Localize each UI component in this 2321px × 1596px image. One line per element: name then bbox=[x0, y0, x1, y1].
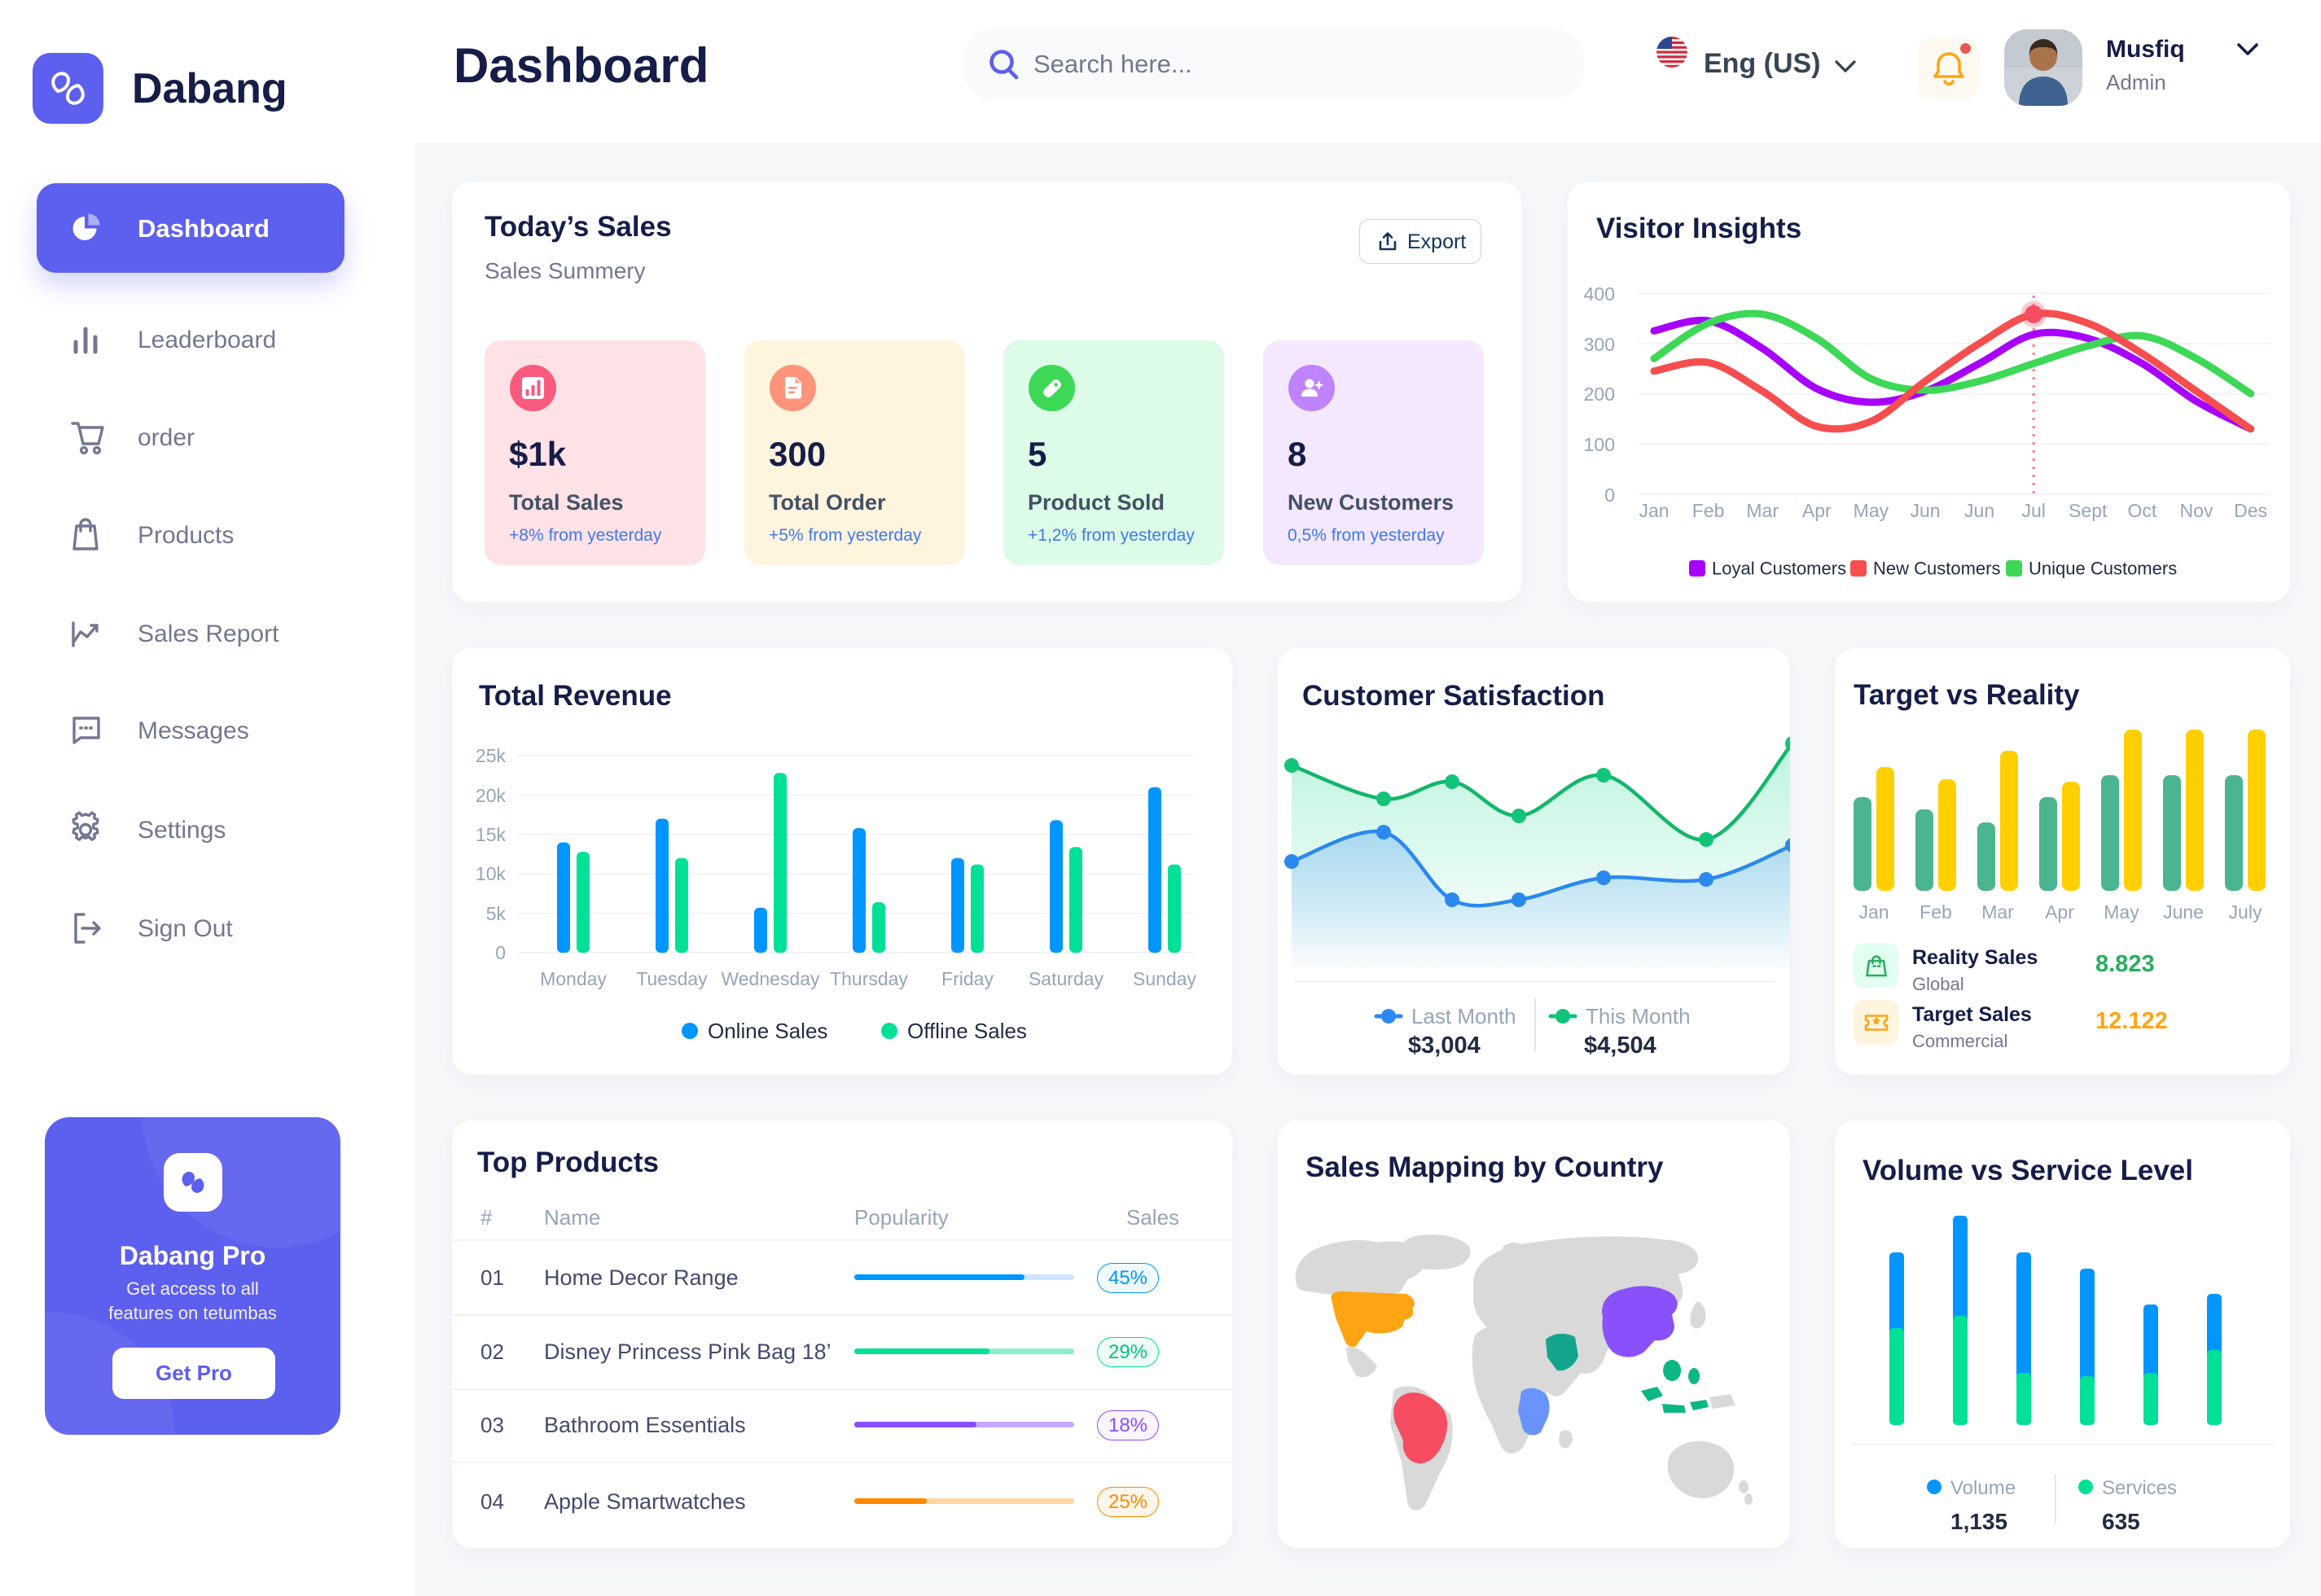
svg-text:Tuesday: Tuesday bbox=[636, 968, 708, 989]
svg-text:Oct: Oct bbox=[2128, 500, 2157, 521]
svg-text:300: 300 bbox=[1584, 334, 1615, 355]
svg-text:1,135: 1,135 bbox=[1950, 1509, 2007, 1534]
svg-text:Mar: Mar bbox=[1981, 901, 2014, 923]
svg-text:Jul: Jul bbox=[2021, 500, 2045, 521]
svg-text:15k: 15k bbox=[476, 824, 507, 845]
svg-text:Apr: Apr bbox=[2045, 901, 2074, 923]
svg-text:May: May bbox=[1854, 500, 1889, 521]
svg-text:Sunday: Sunday bbox=[1133, 968, 1197, 989]
svg-text:Mar: Mar bbox=[1746, 500, 1779, 521]
svg-text:Jun: Jun bbox=[1964, 500, 1994, 521]
svg-text:Wednesday: Wednesday bbox=[721, 968, 820, 989]
svg-text:Monday: Monday bbox=[540, 968, 607, 989]
svg-text:10k: 10k bbox=[476, 863, 507, 884]
svg-text:Des: Des bbox=[2234, 500, 2267, 521]
svg-text:20k: 20k bbox=[476, 785, 507, 806]
svg-text:Jan: Jan bbox=[1858, 901, 1889, 923]
svg-text:Volume: Volume bbox=[1950, 1477, 2016, 1499]
svg-text:Feb: Feb bbox=[1692, 500, 1725, 521]
svg-text:July: July bbox=[2229, 901, 2262, 923]
svg-text:Feb: Feb bbox=[1920, 901, 1952, 923]
svg-text:200: 200 bbox=[1584, 384, 1615, 405]
svg-text:Friday: Friday bbox=[941, 968, 994, 989]
svg-text:$3,004: $3,004 bbox=[1408, 1033, 1481, 1059]
svg-text:Services: Services bbox=[2102, 1477, 2177, 1499]
svg-text:635: 635 bbox=[2102, 1509, 2140, 1534]
svg-text:Sept: Sept bbox=[2069, 500, 2108, 521]
svg-text:$4,504: $4,504 bbox=[1584, 1033, 1656, 1059]
svg-text:Offline Sales: Offline Sales bbox=[907, 1019, 1027, 1043]
svg-text:Saturday: Saturday bbox=[1029, 968, 1104, 989]
svg-text:0: 0 bbox=[1604, 484, 1615, 506]
svg-text:This Month: This Month bbox=[1586, 1004, 1691, 1028]
svg-text:100: 100 bbox=[1584, 434, 1615, 455]
svg-text:Jan: Jan bbox=[1639, 500, 1669, 521]
svg-text:Loyal Customers: Loyal Customers bbox=[1712, 559, 1846, 579]
svg-text:400: 400 bbox=[1584, 283, 1615, 305]
svg-text:Apr: Apr bbox=[1802, 500, 1832, 521]
svg-text:Unique Customers: Unique Customers bbox=[2029, 559, 2177, 579]
svg-text:5k: 5k bbox=[486, 903, 507, 924]
svg-text:May: May bbox=[2104, 901, 2139, 923]
svg-text:Nov: Nov bbox=[2180, 500, 2214, 521]
svg-text:Last Month: Last Month bbox=[1411, 1004, 1516, 1028]
svg-text:June: June bbox=[2163, 901, 2204, 923]
svg-text:25k: 25k bbox=[476, 745, 507, 766]
svg-text:Thursday: Thursday bbox=[830, 968, 908, 989]
svg-text:New Customers: New Customers bbox=[1873, 559, 2000, 579]
svg-text:Jun: Jun bbox=[1910, 500, 1940, 521]
svg-text:Online Sales: Online Sales bbox=[708, 1019, 827, 1043]
svg-text:0: 0 bbox=[495, 942, 506, 963]
